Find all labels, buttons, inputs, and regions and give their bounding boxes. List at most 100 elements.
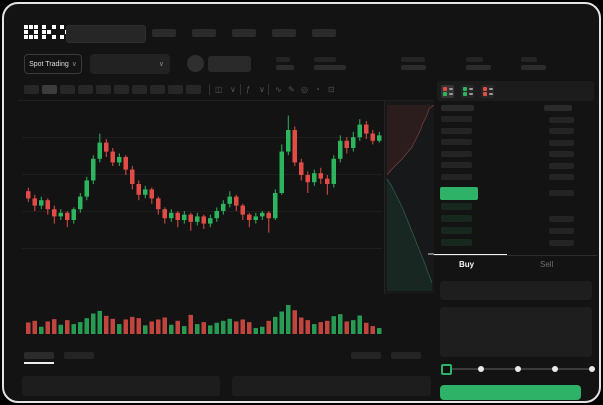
chart-shape: [84, 318, 89, 334]
bid-price[interactable]: [441, 203, 472, 210]
chevron-down-icon[interactable]: ∨: [259, 85, 265, 94]
chart-shape: [331, 158, 336, 184]
last-price-badge[interactable]: [440, 187, 478, 200]
chart-shape: [279, 151, 284, 193]
logo-pixel: [47, 30, 51, 34]
tabs-divider: [434, 255, 597, 256]
ask-price[interactable]: [441, 116, 472, 122]
chart-shape: [26, 191, 31, 199]
nav-item[interactable]: [272, 29, 296, 37]
slider-stop[interactable]: [515, 366, 521, 372]
depth-chart: [384, 101, 434, 294]
timeframe-button[interactable]: [24, 85, 39, 94]
orderbook-bids-only-toggle[interactable]: [461, 85, 474, 98]
chart-shape: [97, 310, 102, 334]
chart-shape: [162, 209, 167, 219]
chart-shape: [156, 319, 161, 334]
chart-shape: [130, 169, 135, 184]
chart-shape: [305, 175, 310, 183]
stat-value: [466, 65, 491, 70]
fullscreen-icon[interactable]: ⊡: [328, 85, 335, 94]
orderbook-asks-only-toggle[interactable]: [481, 85, 494, 98]
nav-item[interactable]: [192, 29, 216, 37]
ask-price[interactable]: [441, 127, 472, 134]
slider-stop[interactable]: [589, 366, 595, 372]
stat-label: [314, 57, 336, 62]
bid-price[interactable]: [441, 215, 472, 222]
timeframe-button[interactable]: [96, 85, 111, 94]
candlestick-chart[interactable]: [18, 101, 434, 347]
chart-shape: [117, 324, 122, 334]
market-type-selector[interactable]: Spot Trading ∨: [24, 54, 82, 74]
timeframe-button[interactable]: [42, 85, 57, 94]
price-input[interactable]: [440, 281, 592, 300]
orderbook-combined-toggle[interactable]: [441, 85, 454, 98]
ask-price[interactable]: [441, 150, 472, 157]
ask-price[interactable]: [441, 173, 472, 180]
timeframe-button[interactable]: [132, 85, 147, 94]
slider-stop[interactable]: [552, 366, 558, 372]
timeframe-button[interactable]: [114, 85, 129, 94]
slider-handle[interactable]: [441, 364, 452, 375]
indicators-dropdown[interactable]: ƒ: [246, 85, 251, 94]
logo-pixel: [52, 25, 56, 29]
bid-price[interactable]: [441, 239, 472, 246]
chart-shape: [162, 317, 167, 334]
nav-item[interactable]: [152, 29, 176, 37]
chart-footer-button[interactable]: [351, 352, 381, 359]
chart-shape: [45, 321, 50, 334]
timeframe-button[interactable]: [150, 85, 165, 94]
chart-shape: [123, 319, 128, 334]
chart-shape: [364, 322, 369, 334]
chart-shape: [351, 320, 356, 334]
logo-pixel: [34, 30, 38, 34]
logo-pixel: [42, 30, 46, 34]
camera-icon[interactable]: ◎: [301, 85, 308, 94]
chart-shape: [247, 322, 252, 334]
chart-shape: [248, 212, 250, 228]
timeframe-button[interactable]: [186, 85, 201, 94]
stat-label: [276, 57, 290, 62]
buy-submit-button[interactable]: [440, 385, 581, 400]
chart-bottom-tab-active[interactable]: [24, 352, 54, 359]
chart-shape: [201, 322, 206, 334]
toggle-swatch: [483, 87, 487, 91]
chart-shape: [188, 214, 193, 222]
timeframe-button[interactable]: [78, 85, 93, 94]
ask-price[interactable]: [441, 139, 472, 145]
chart-shape: [195, 216, 200, 222]
nav-item[interactable]: [232, 29, 256, 37]
chart-shape: [260, 326, 265, 334]
chart-shape: [22, 137, 382, 138]
chart-shape: [58, 324, 63, 334]
ask-amount: [549, 174, 574, 180]
chart-footer-button[interactable]: [391, 352, 421, 359]
history-icon[interactable]: ◔: [315, 85, 320, 94]
bottom-panel-right[interactable]: [232, 376, 431, 396]
nav-item[interactable]: [312, 29, 336, 37]
chevron-down-icon: ∨: [158, 60, 164, 68]
timeframe-button[interactable]: [168, 85, 183, 94]
chart-type-dropdown[interactable]: ◫: [215, 85, 223, 94]
favorite-button[interactable]: [208, 56, 251, 72]
stat-label: [466, 57, 483, 62]
chart-shape: [201, 216, 206, 224]
search-input[interactable]: [66, 25, 146, 43]
timeframe-button[interactable]: [60, 85, 75, 94]
amount-input[interactable]: [440, 307, 592, 357]
chart-bottom-tab[interactable]: [64, 352, 94, 359]
chart-shape: [351, 137, 356, 148]
chevron-down-icon[interactable]: ∨: [230, 85, 236, 94]
line-tool-icon[interactable]: ∿: [275, 85, 282, 94]
ask-amount: [549, 139, 574, 146]
slider-stop[interactable]: [478, 366, 484, 372]
bottom-panel-left[interactable]: [22, 376, 220, 396]
pair-selector[interactable]: ∨: [90, 54, 170, 74]
tab-buy[interactable]: Buy: [459, 260, 475, 269]
tab-sell[interactable]: Sell: [540, 260, 554, 269]
bid-price[interactable]: [441, 227, 472, 234]
ask-price[interactable]: [441, 162, 472, 168]
chart-shape: [370, 326, 375, 334]
draw-tool-icon[interactable]: ✎: [288, 85, 295, 94]
